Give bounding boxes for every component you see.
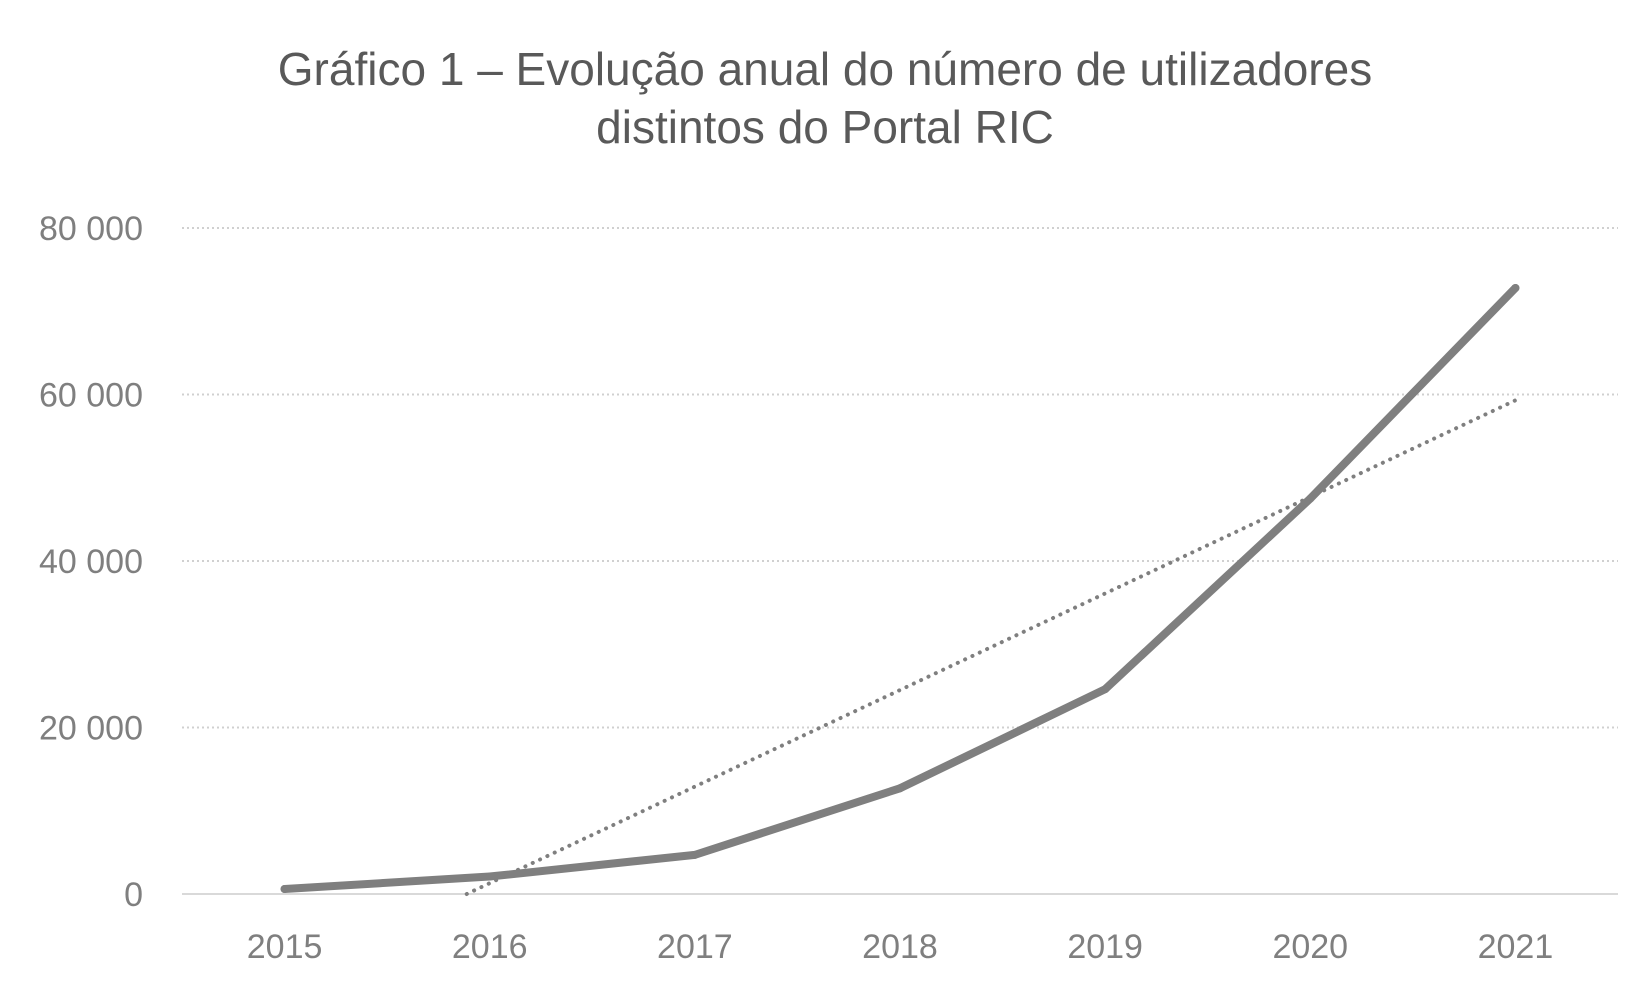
gridlines	[182, 227, 1618, 729]
x-tick-label: 2021	[1478, 928, 1554, 966]
x-tick-label: 2020	[1272, 928, 1348, 966]
chart-title-line-1: Gráfico 1 – Evolução anual do número de …	[277, 43, 1373, 95]
data-point	[1306, 494, 1315, 503]
trendline	[464, 398, 1518, 896]
data-point	[1101, 685, 1110, 694]
series-layer	[280, 283, 1520, 894]
x-tick-label: 2016	[452, 928, 528, 966]
series-line	[280, 283, 1520, 894]
data-point	[280, 885, 289, 894]
data-point	[1511, 283, 1520, 292]
data-point	[896, 784, 904, 793]
y-tick-label: 60 000	[39, 377, 143, 415]
y-tick-labels: 0 20 000 40 000 60 000 80 000	[39, 210, 143, 914]
data-point	[690, 850, 699, 859]
x-tick-label: 2017	[657, 928, 733, 966]
y-tick-label: 0	[124, 876, 143, 914]
y-tick-label: 40 000	[39, 543, 143, 581]
chart-title: Gráfico 1 – Evolução anual do número de …	[0, 40, 1650, 156]
y-tick-label: 80 000	[39, 210, 143, 248]
x-tick-labels: 2015 2016 2017 2018 2019 2020 2021	[247, 928, 1553, 966]
y-tick-label: 20 000	[39, 710, 143, 748]
trendline-layer	[464, 398, 1518, 896]
x-tick-label: 2018	[862, 928, 938, 966]
data-point	[485, 872, 494, 881]
chart-title-line-2: distintos do Portal RIC	[596, 101, 1054, 153]
x-tick-label: 2019	[1067, 928, 1143, 966]
x-tick-label: 2015	[247, 928, 323, 966]
